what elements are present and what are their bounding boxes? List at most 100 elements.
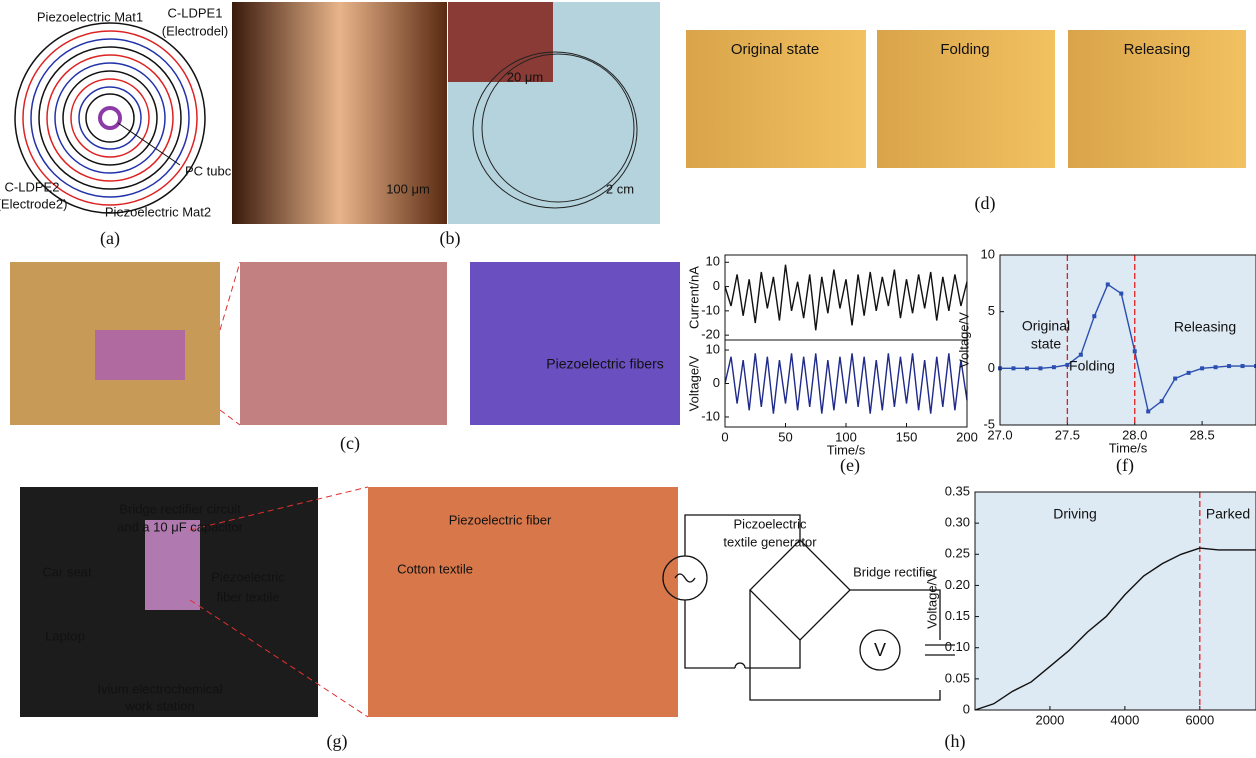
photo [470,262,680,425]
y-tick-label: 0 [713,278,720,293]
x-tick-label: 27.5 [1055,427,1080,442]
annotation: Piezoelectric fibers [546,356,664,372]
data-line [725,353,967,413]
y-tick-label: 0 [963,701,970,716]
y-tick-label: 0.25 [945,546,970,561]
y-tick-label: 5 [988,303,995,318]
photo [95,330,185,380]
data-point [1227,364,1231,368]
y-tick-label: -10 [701,408,720,423]
y-tick-label: 0 [988,360,995,375]
data-point [1092,314,1096,318]
annotation: PC tubc [185,163,232,178]
x-tick-label: 50 [778,429,792,444]
annotation: Bridge rectifier circuit [119,501,241,516]
y-axis-label: Current/nA [686,266,701,329]
data-point [1241,364,1245,368]
annotation: Folding [940,41,989,58]
annotation: V [874,640,886,660]
annotation: (Electrode2) [0,196,67,211]
annotation: Ivium electrochemical [98,681,223,696]
annotation: 100 μm [386,181,430,196]
x-tick-label: 4000 [1110,712,1139,727]
y-axis-label: Voltage/V [924,573,939,629]
y-tick-label: 10 [706,254,720,269]
data-point [1173,377,1177,381]
data-point [1200,366,1204,370]
annotation: Releasing [1174,319,1236,335]
data-point [1160,399,1164,403]
annotation: C-LDPE1 [168,5,223,20]
data-point [1119,292,1123,296]
y-tick-label: 10 [706,341,720,356]
panel-label: (e) [840,455,860,476]
annotation: Laptop [45,628,85,643]
y-tick-label: -20 [701,327,720,342]
annotation: Cotton textile [397,561,473,576]
data-point [1214,365,1218,369]
data-point [1038,366,1042,370]
y-tick-label: 0.10 [945,639,970,654]
x-tick-label: 200 [956,429,978,444]
annotation: state [1031,336,1062,352]
x-tick-label: 150 [896,429,918,444]
data-point [1025,366,1029,370]
data-point [1079,353,1083,357]
annotation: Piczoelectric [734,516,807,531]
data-point [1146,409,1150,413]
plot-background [975,492,1256,710]
x-axis-label: Time/s [827,442,866,457]
panel-label: (h) [945,731,966,752]
annotation: fiber textile [217,589,280,604]
plot-frame [725,340,967,427]
annotation: and a 10 μF capacitor [117,519,244,534]
y-tick-label: 0.30 [945,515,970,530]
x-tick-label: 0 [721,429,728,444]
panel-label: (b) [440,228,461,249]
panel-label: (d) [975,193,996,214]
panel-label: (f) [1116,455,1134,476]
annotation: C-LDPE2 [5,179,60,194]
photo [240,262,447,425]
y-axis-label: Voltage/V [686,355,701,411]
annotation: Piezoelectric Mat1 [37,9,143,24]
annotation: Piezoelectric [211,569,285,584]
panel-label: (c) [340,433,360,454]
annotation: textile generator [723,534,817,549]
annotation: (Electrodel) [162,23,228,38]
x-axis-label: Time/s [1109,440,1148,455]
data-point [1106,282,1110,286]
annotation: Releasing [1124,41,1191,58]
annotation: Original state [731,41,819,58]
data-line [725,265,967,331]
y-tick-label: 0.20 [945,577,970,592]
data-point [1133,349,1137,353]
x-tick-label: 2000 [1035,712,1064,727]
annotation: Car seat [42,564,92,579]
annotation: 2 cm [606,181,634,196]
annotation: Driving [1053,506,1097,522]
annotation: Piezoelectric fiber [449,512,552,527]
y-tick-label: 0.15 [945,608,970,623]
panel-label: (a) [100,228,120,249]
figure: (a) (b) (c) (d) (e) (f) (g) (h) Piezoele… [0,0,1256,753]
panel-label: (g) [327,731,348,752]
annotation: Original [1022,318,1070,334]
y-tick-label: 0.35 [945,483,970,498]
data-point [1187,371,1191,375]
x-tick-label: 28.5 [1189,427,1214,442]
data-point [1011,366,1015,370]
annotation: 20 μm [507,69,543,84]
y-tick-label: 0 [713,375,720,390]
plot-frame [725,255,967,340]
data-point [1052,365,1056,369]
y-tick-label: -10 [701,302,720,317]
annotation: Parked [1206,506,1250,522]
annotation: Folding [1069,358,1115,374]
y-axis-label: Voltage/V [956,312,971,368]
annotation: work station [124,698,194,713]
x-tick-label: 6000 [1185,712,1214,727]
y-tick-label: 10 [981,246,995,261]
x-tick-label: 27.0 [987,427,1012,442]
y-tick-label: 0.05 [945,670,970,685]
